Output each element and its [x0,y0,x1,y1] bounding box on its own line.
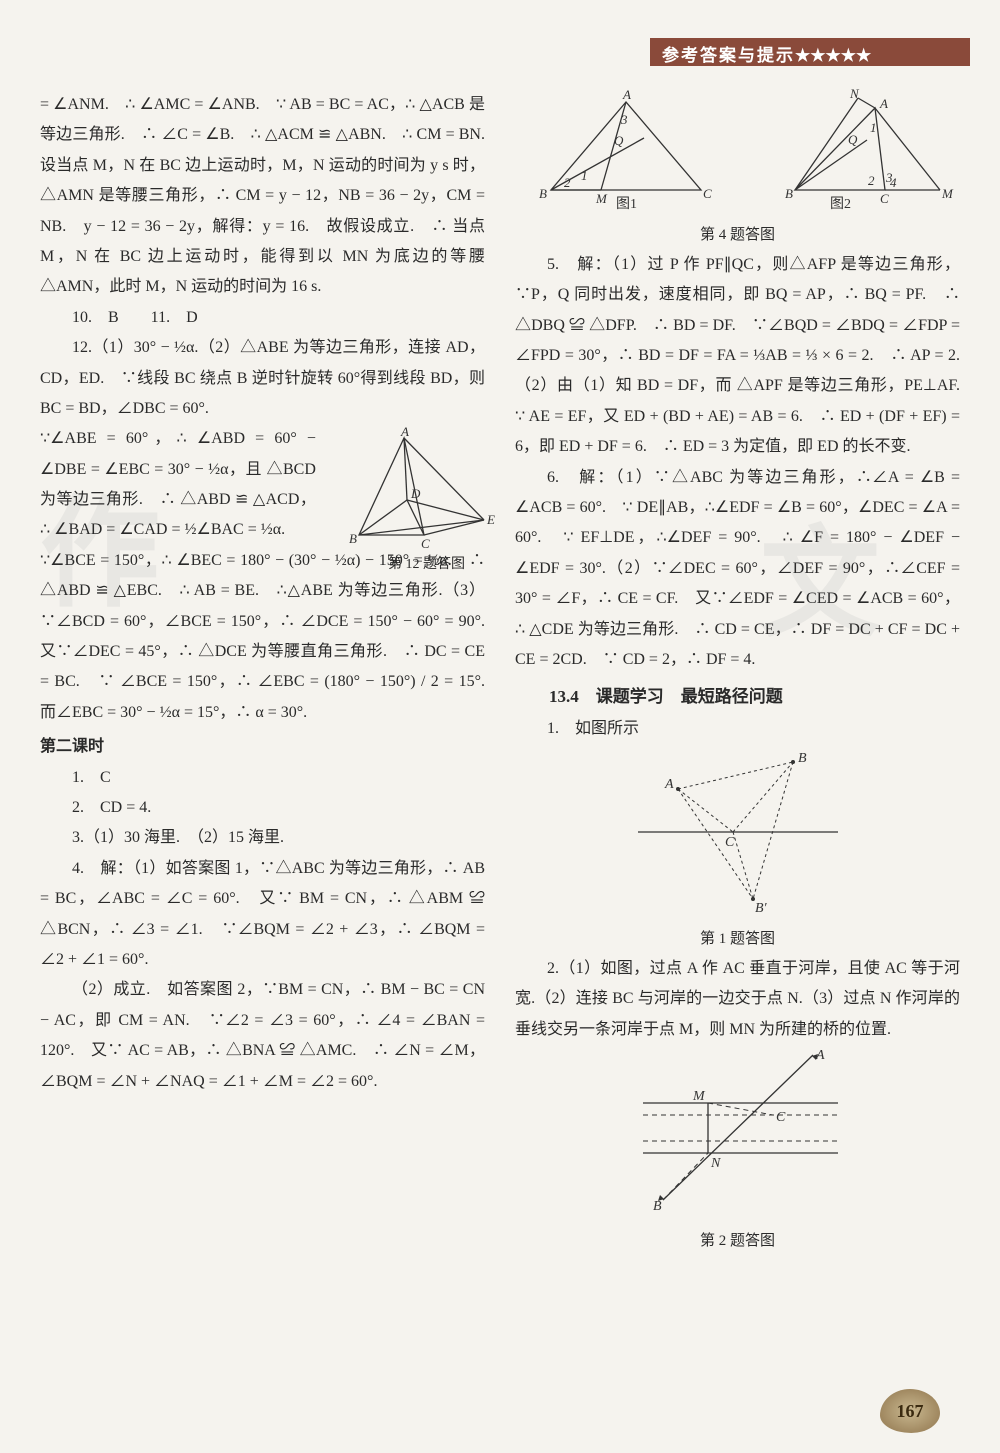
svg-text:B: B [349,531,357,546]
svg-text:1: 1 [581,168,588,183]
svg-text:Q: Q [614,133,624,148]
r-q5: 5. 解：（1）过 P 作 PF∥QC，则△AFP 是等边三角形，∵P，Q 同时… [515,250,960,463]
fig4-sub1-label: 图1 [616,197,637,212]
svg-text:C: C [880,191,889,206]
svg-text:M: M [595,191,608,206]
svg-text:A: A [879,96,888,111]
svg-text:4: 4 [890,175,897,190]
fig4-diagram-1: A B C M Q 3 2 1 图1 [526,90,726,210]
fig4-caption: 第 4 题答图 [515,221,960,250]
fig4-diagram-2: A B C M N Q 1 2 3 4 图2 [730,90,950,210]
svg-text:1: 1 [870,120,877,135]
svg-text:A: A [622,87,631,102]
s13-fig1-caption: 第 1 题答图 [515,925,960,954]
svg-text:2: 2 [868,173,875,188]
q10-q11: 10. B 11. D [40,303,485,333]
svg-text:A: A [815,1048,825,1063]
svg-text:C: C [703,186,712,201]
svg-text:Q: Q [848,132,858,147]
svg-text:E: E [486,512,495,527]
svg-text:A: A [664,777,674,792]
page-number: 167 [880,1389,940,1433]
s13-q1: 1. 如图所示 [515,714,960,744]
svg-text:B: B [539,186,547,201]
header-stars: ★★★★★ [795,46,871,65]
l2-q1: 1. C [40,763,485,793]
s13-fig2-caption: 第 2 题答图 [515,1227,960,1256]
sec-13-4-title: 13.4 课题学习 最短路径问题 [515,681,960,713]
svg-text:A: A [400,424,409,439]
content-columns: = ∠ANM. ∴ ∠AMC = ∠ANB. ∵ AB = BC = AC，∴ … [40,90,960,1420]
header-title: 参考答案与提示 [662,46,795,65]
svg-text:C: C [725,835,735,850]
s13-fig1-diagram: A B C B′ [623,744,853,914]
svg-text:M: M [692,1089,706,1104]
l2-q4b: （2）成立. 如答案图 2，∵BM = CN，∴ BM − BC = CN − … [40,975,485,1097]
r-q6: 6. 解：（1）∵△ABC 为等边三角形，∴∠A = ∠B = ∠ACB = 6… [515,463,960,676]
svg-text:B: B [785,186,793,201]
fig4-diagrams: A B C M Q 3 2 1 图1 A B [515,90,960,250]
svg-text:B: B [798,751,807,766]
svg-text:D: D [410,486,421,501]
q12-part-b: ∵∠ABE = 60°，∴ ∠ABD = 60° − ∠DBE = ∠EBC =… [40,424,316,546]
header-bar: 参考答案与提示★★★★★ [650,38,970,66]
l2-q4a: 4. 解：（1）如答案图 1，∵△ABC 为等边三角形，∴ AB = BC，∠A… [40,854,485,976]
svg-text:B′: B′ [755,901,768,916]
svg-text:C: C [421,536,430,551]
svg-text:B: B [653,1199,662,1214]
s13-q2: 2.（1）如图，过点 A 作 AC 垂直于河岸，且使 AC 等于河宽.（2）连接… [515,954,960,1045]
l2-q3: 3.（1）30 海里. （2）15 海里. [40,823,485,853]
s13-fig2-diagram: A B M N C [613,1045,863,1215]
q12-caption: 第 12 题答图 [388,552,465,579]
svg-text:M: M [941,186,954,201]
svg-text:2: 2 [564,175,571,190]
s13-fig1-wrap: A B C B′ 第 1 题答图 [515,744,960,954]
svg-text:N: N [849,86,860,101]
q12-diagram: A B C D E [329,430,489,560]
q9-continuation: = ∠ANM. ∴ ∠AMC = ∠ANB. ∵ AB = BC = AC，∴ … [40,90,485,303]
l2-q2: 2. CD = 4. [40,793,485,823]
s13-fig2-wrap: A B M N C 第 2 题答图 [515,1045,960,1255]
fig4-sub2-label: 图2 [830,197,851,212]
svg-text:N: N [710,1156,721,1171]
q12-part-a: 12.（1）30° − ½α.（2）△ABE 为等边三角形，连接 AD，CD，E… [40,333,485,424]
svg-text:C: C [776,1110,786,1125]
svg-text:3: 3 [620,112,628,127]
lesson2-title: 第二课时 [40,732,485,762]
